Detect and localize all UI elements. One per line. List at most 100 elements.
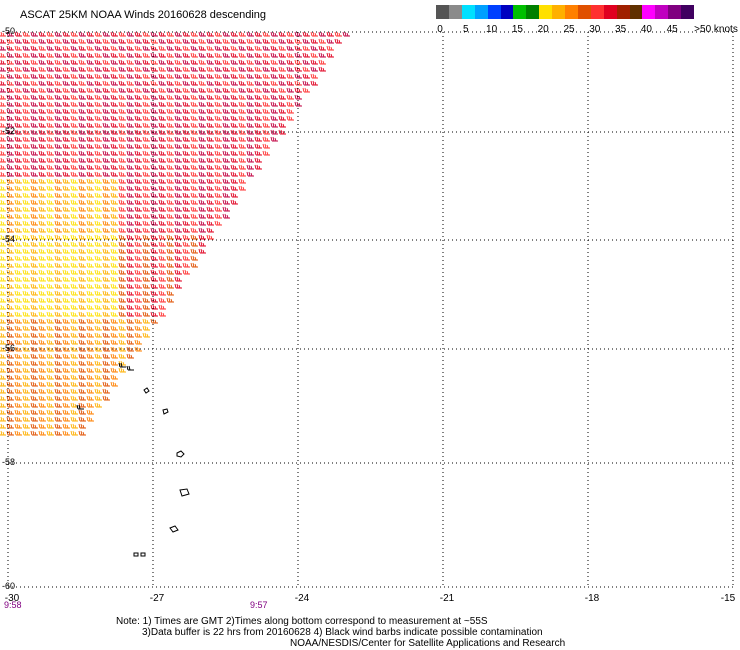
wind-barb <box>222 45 230 51</box>
wind-barb <box>294 38 302 44</box>
wind-barb <box>22 52 30 58</box>
wind-barb <box>0 143 6 149</box>
wind-barb <box>286 66 294 72</box>
wind-barb <box>78 381 86 387</box>
wind-barb <box>246 31 254 37</box>
wind-barb <box>126 192 134 198</box>
wind-barb <box>62 101 70 107</box>
wind-barb <box>86 346 94 352</box>
wind-barb <box>222 101 230 107</box>
wind-barb <box>110 87 118 93</box>
wind-barb <box>86 388 94 394</box>
wind-barb <box>110 227 118 233</box>
wind-barb <box>6 80 14 86</box>
wind-barb <box>54 101 62 107</box>
wind-barb <box>14 199 22 205</box>
wind-barb <box>190 87 198 93</box>
wind-barb <box>70 157 78 163</box>
wind-barb <box>198 178 206 184</box>
wind-barb <box>70 192 78 198</box>
wind-barb <box>102 290 110 296</box>
wind-barb <box>126 290 134 296</box>
wind-barb <box>22 423 30 429</box>
wind-barb <box>102 66 110 72</box>
wind-barb <box>102 234 110 240</box>
wind-barb <box>230 157 238 163</box>
wind-barb <box>158 185 166 191</box>
wind-barb <box>214 108 222 114</box>
wind-barb <box>0 129 6 135</box>
wind-barb <box>118 171 126 177</box>
wind-barb <box>78 304 86 310</box>
wind-barb <box>38 52 46 58</box>
wind-barb <box>126 255 134 261</box>
wind-barb <box>78 185 86 191</box>
wind-barb <box>294 94 302 100</box>
wind-barb <box>142 304 150 310</box>
legend-swatch <box>461 5 476 19</box>
wind-barb <box>110 234 118 240</box>
wind-barb <box>166 213 174 219</box>
wind-barb <box>38 136 46 142</box>
wind-barb <box>182 164 190 170</box>
wind-barb <box>0 59 6 65</box>
wind-barb <box>214 101 222 107</box>
wind-barb <box>190 234 198 240</box>
wind-barb <box>214 143 222 149</box>
wind-barb <box>30 199 38 205</box>
wind-barb <box>182 101 190 107</box>
wind-barb <box>6 276 14 282</box>
wind-barb <box>134 150 142 156</box>
wind-barb <box>198 171 206 177</box>
wind-barb <box>86 143 94 149</box>
wind-barb <box>62 241 70 247</box>
wind-barb <box>54 346 62 352</box>
wind-barb <box>118 255 126 261</box>
wind-barb <box>198 59 206 65</box>
wind-barb <box>174 108 182 114</box>
wind-barb <box>198 220 206 226</box>
wind-barb <box>22 171 30 177</box>
wind-barb <box>238 101 246 107</box>
wind-barb <box>94 374 102 380</box>
wind-barb <box>94 185 102 191</box>
wind-barb <box>182 248 190 254</box>
wind-barb <box>134 234 142 240</box>
wind-barb <box>270 59 278 65</box>
wind-barb <box>286 59 294 65</box>
wind-barb <box>126 199 134 205</box>
wind-barb <box>310 52 318 58</box>
wind-barb <box>46 178 54 184</box>
wind-barb <box>6 115 14 121</box>
wind-barb <box>78 164 86 170</box>
wind-barb <box>110 73 118 79</box>
wind-barb <box>0 402 6 408</box>
wind-barb <box>94 206 102 212</box>
wind-barb <box>246 122 254 128</box>
wind-barb <box>142 269 150 275</box>
wind-barb <box>46 234 54 240</box>
wind-barb <box>158 227 166 233</box>
wind-barb <box>134 157 142 163</box>
wind-barb <box>70 353 78 359</box>
wind-barb <box>166 192 174 198</box>
wind-barb <box>110 66 118 72</box>
wind-barb <box>198 241 206 247</box>
wind-barb <box>14 45 22 51</box>
wind-barb <box>190 45 198 51</box>
wind-barb <box>6 388 14 394</box>
wind-barb <box>182 73 190 79</box>
wind-barb <box>14 171 22 177</box>
wind-barb <box>182 220 190 226</box>
wind-barb <box>22 94 30 100</box>
wind-barb <box>166 171 174 177</box>
wind-barb <box>94 262 102 268</box>
wind-barb <box>262 122 270 128</box>
wind-barb <box>46 423 54 429</box>
wind-barb <box>14 178 22 184</box>
wind-barb <box>166 59 174 65</box>
wind-barb <box>174 171 182 177</box>
wind-barb <box>214 185 222 191</box>
wind-barb <box>94 80 102 86</box>
wind-barb <box>158 122 166 128</box>
